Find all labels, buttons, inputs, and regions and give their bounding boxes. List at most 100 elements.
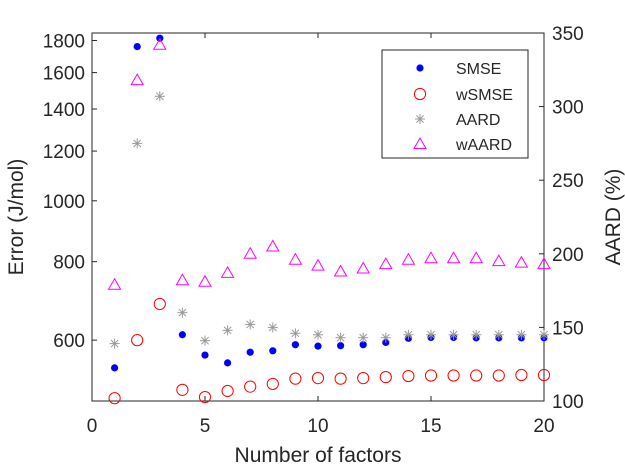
- point-waard: [288, 252, 303, 265]
- y-right-tick-label: 200: [552, 245, 584, 266]
- point-waard: [333, 264, 348, 277]
- point-wsmse: [357, 372, 370, 385]
- point-smse: [246, 348, 254, 356]
- point-waard: [175, 273, 190, 286]
- legend-label-smse: SMSE: [456, 61, 501, 78]
- point-waard: [198, 274, 212, 287]
- point-wsmse: [198, 390, 212, 404]
- legend-marker-wsmse: [413, 87, 427, 101]
- point-smse: [201, 351, 209, 359]
- x-tick-label: 0: [87, 416, 98, 437]
- y-left-tick-label: 1800: [43, 31, 85, 52]
- data-marks: [107, 34, 551, 405]
- point-wsmse: [515, 368, 528, 382]
- point-wsmse: [379, 370, 392, 384]
- point-aard: [245, 319, 256, 330]
- x-tick-label: 20: [533, 416, 554, 437]
- point-waard: [378, 257, 393, 270]
- point-waard: [265, 239, 280, 252]
- point-aard: [290, 328, 301, 339]
- x-tick-label: 15: [420, 416, 441, 437]
- point-wsmse: [244, 380, 257, 393]
- point-wsmse: [492, 369, 505, 382]
- point-waard: [107, 277, 122, 290]
- point-aard: [426, 329, 436, 340]
- point-waard: [514, 255, 529, 268]
- point-aard: [493, 329, 504, 340]
- legend-label-waard: wAARD: [455, 137, 512, 154]
- x-tick-label: 5: [200, 416, 211, 437]
- point-waard: [537, 257, 551, 270]
- legend: SMSE wSMSE AARD wAARD: [381, 49, 529, 159]
- y-left-axis-label: Error (J/mol): [5, 159, 28, 276]
- point-wsmse: [176, 383, 189, 396]
- y-right-tick-label: 350: [552, 24, 584, 45]
- x-axis-label: Number of factors: [235, 444, 402, 467]
- point-wsmse: [131, 334, 144, 347]
- point-wsmse: [108, 392, 121, 405]
- point-smse: [337, 342, 345, 350]
- axis-ticks: 0 5 10 15 20 600 800 1000 1200 1400 1600 1800 100 150…: [43, 24, 584, 437]
- y-left-tick-label: 1400: [43, 100, 85, 121]
- point-aard: [154, 91, 165, 102]
- point-wsmse: [402, 369, 415, 383]
- point-aard: [177, 307, 188, 318]
- legend-marker-aard: [415, 114, 425, 124]
- point-waard: [491, 254, 506, 267]
- point-waard: [243, 246, 258, 259]
- point-smse: [133, 43, 141, 51]
- point-aard: [109, 338, 120, 349]
- point-wsmse: [289, 372, 302, 385]
- point-waard: [424, 251, 438, 264]
- point-waard: [152, 37, 167, 50]
- point-aard: [403, 329, 414, 340]
- point-wsmse: [447, 369, 460, 382]
- point-smse: [359, 341, 367, 349]
- legend-marker-smse: [416, 64, 424, 72]
- legend-marker-waard: [413, 136, 427, 149]
- point-smse: [269, 347, 277, 355]
- point-smse: [224, 359, 232, 367]
- y-left-tick-label: 1000: [43, 192, 85, 213]
- y-left-tick-label: 800: [53, 253, 85, 274]
- point-aard: [222, 325, 233, 336]
- y-left-tick-label: 1600: [43, 64, 85, 85]
- point-smse: [111, 364, 119, 372]
- y-right-tick-label: 150: [552, 318, 584, 339]
- point-wsmse: [424, 369, 438, 382]
- legend-box: [381, 49, 529, 159]
- point-waard: [356, 261, 371, 274]
- y-left-tick-label: 1200: [43, 142, 85, 163]
- point-wsmse: [470, 369, 483, 382]
- point-aard: [200, 335, 210, 346]
- point-wsmse: [311, 372, 325, 385]
- point-waard: [446, 251, 461, 264]
- point-waard: [311, 258, 325, 271]
- point-aard: [267, 322, 278, 333]
- legend-label-aard: AARD: [456, 112, 500, 129]
- point-smse: [291, 341, 299, 349]
- point-aard: [448, 329, 459, 340]
- point-aard: [132, 138, 143, 149]
- point-aard: [358, 332, 369, 343]
- point-aard: [335, 332, 346, 343]
- point-aard: [313, 329, 323, 340]
- y-right-axis-label: AARD (%): [602, 169, 625, 266]
- point-waard: [220, 265, 235, 278]
- point-aard: [516, 329, 527, 340]
- point-aard: [380, 332, 391, 343]
- y-left-tick-label: 600: [53, 331, 85, 352]
- x-tick-label: 10: [307, 416, 328, 437]
- point-smse: [178, 331, 186, 339]
- point-waard: [130, 73, 145, 86]
- point-wsmse: [334, 372, 347, 385]
- point-aard: [539, 329, 549, 340]
- point-wsmse: [153, 297, 166, 311]
- y-right-tick-label: 300: [552, 98, 584, 119]
- legend-label-wsmse: wSMSE: [455, 87, 513, 104]
- point-aard: [471, 329, 482, 340]
- point-wsmse: [537, 368, 551, 382]
- y-right-tick-label: 250: [552, 171, 584, 192]
- point-wsmse: [221, 384, 234, 398]
